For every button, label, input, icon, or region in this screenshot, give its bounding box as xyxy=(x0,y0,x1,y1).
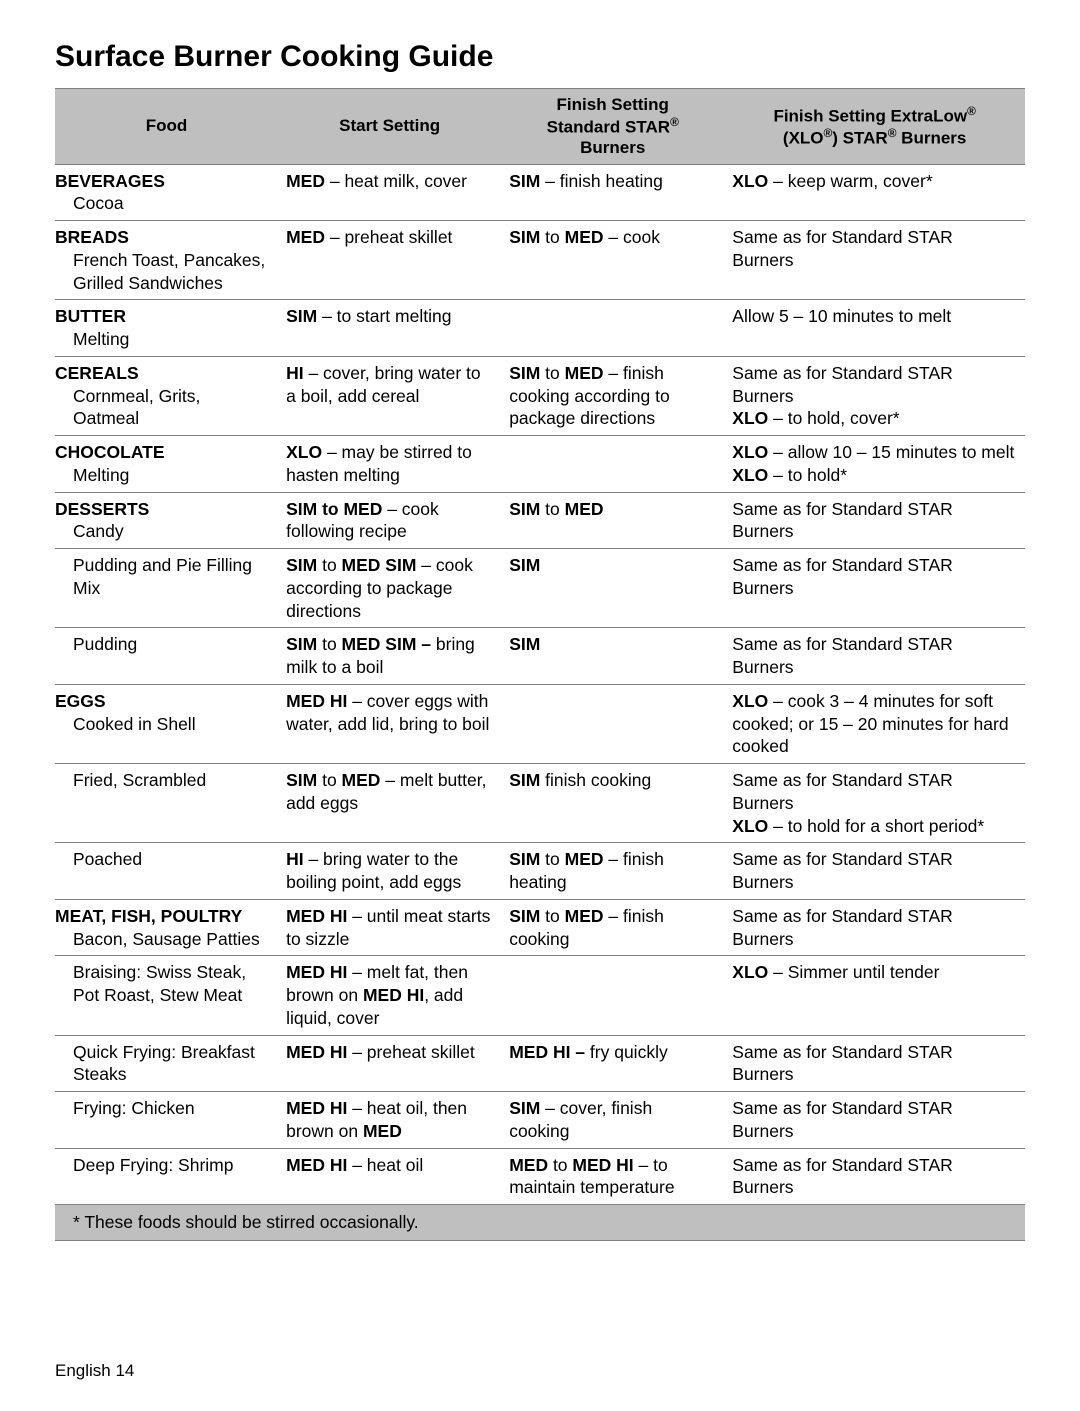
cell-finish-standard: SIM to MED – finish heating xyxy=(501,843,724,900)
cell-food: CEREALSCornmeal, Grits, Oatmeal xyxy=(55,356,278,435)
col-finish-standard: Finish Setting Standard STAR® Burners xyxy=(501,89,724,165)
table-row: DESSERTSCandySIM to MED – cook following… xyxy=(55,492,1025,549)
cell-finish-xlo: Allow 5 – 10 minutes to melt xyxy=(724,300,1025,357)
cell-food: DESSERTSCandy xyxy=(55,492,278,549)
cell-food: BEVERAGESCocoa xyxy=(55,164,278,221)
cell-start: MED HI – until meat starts to sizzle xyxy=(278,899,501,956)
cell-finish-xlo: Same as for Standard STAR Burners xyxy=(724,1148,1025,1205)
table-header-row: Food Start Setting Finish Setting Standa… xyxy=(55,89,1025,165)
col-food: Food xyxy=(55,89,278,165)
cell-food: Deep Frying: Shrimp xyxy=(55,1148,278,1205)
cell-start: SIM to MED SIM – cook according to packa… xyxy=(278,549,501,628)
col-start: Start Setting xyxy=(278,89,501,165)
cell-food: Frying: Chicken xyxy=(55,1092,278,1149)
table-row: BUTTERMeltingSIM – to start melting Allow… xyxy=(55,300,1025,357)
cell-start: SIM to MED – cook following recipe xyxy=(278,492,501,549)
table-row: PoachedHI – bring water to the boiling p… xyxy=(55,843,1025,900)
cell-finish-xlo: Same as for Standard STAR Burners xyxy=(724,221,1025,300)
cell-food: MEAT, FISH, POULTRYBacon, Sausage Pattie… xyxy=(55,899,278,956)
cell-finish-xlo: XLO – keep warm, cover* xyxy=(724,164,1025,221)
cell-finish-standard: SIM finish cooking xyxy=(501,764,724,843)
table-row: BREADSFrench Toast, Pancakes, Grilled Sa… xyxy=(55,221,1025,300)
cell-finish-standard: SIM to MED – finish cooking xyxy=(501,899,724,956)
cell-start: MED HI – heat oil xyxy=(278,1148,501,1205)
cell-finish-xlo: Same as for Standard STAR BurnersXLO – t… xyxy=(724,764,1025,843)
page-title: Surface Burner Cooking Guide xyxy=(55,40,1025,74)
cell-food: Poached xyxy=(55,843,278,900)
col-finish-xlo: Finish Setting ExtraLow® (XLO®) STAR® Bu… xyxy=(724,89,1025,165)
cell-food: CHOCOLATEMelting xyxy=(55,436,278,493)
cell-start: SIM – to start melting xyxy=(278,300,501,357)
cell-finish-standard: MED to MED HI – to maintain temperature xyxy=(501,1148,724,1205)
cell-start: MED HI – heat oil, then brown on MED xyxy=(278,1092,501,1149)
cell-start: XLO – may be stirred to hasten melting xyxy=(278,436,501,493)
cooking-guide-table: Food Start Setting Finish Setting Standa… xyxy=(55,88,1025,1241)
cell-food: BREADSFrench Toast, Pancakes, Grilled Sa… xyxy=(55,221,278,300)
cell-food: BUTTERMelting xyxy=(55,300,278,357)
cell-finish-standard: SIM to MED – finish cooking according to… xyxy=(501,356,724,435)
cell-finish-standard: SIM – finish heating xyxy=(501,164,724,221)
cell-finish-standard: SIM xyxy=(501,628,724,685)
cell-finish-standard: MED HI – fry quickly xyxy=(501,1035,724,1092)
cell-finish-standard xyxy=(501,956,724,1035)
table-row: Fried, ScrambledSIM to MED – melt butter… xyxy=(55,764,1025,843)
cell-food: Quick Frying: Breakfast Steaks xyxy=(55,1035,278,1092)
cell-finish-standard: SIM to MED xyxy=(501,492,724,549)
table-footnote: * These foods should be stirred occasion… xyxy=(55,1205,1025,1241)
cell-finish-standard xyxy=(501,300,724,357)
table-row: Frying: ChickenMED HI – heat oil, then b… xyxy=(55,1092,1025,1149)
table-row: MEAT, FISH, POULTRYBacon, Sausage Pattie… xyxy=(55,899,1025,956)
table-row: EGGSCooked in ShellMED HI – cover eggs w… xyxy=(55,684,1025,763)
cell-finish-xlo: Same as for Standard STAR Burners xyxy=(724,628,1025,685)
cell-finish-xlo: Same as for Standard STAR Burners xyxy=(724,1035,1025,1092)
cell-finish-xlo: XLO – cook 3 – 4 minutes for soft cooked… xyxy=(724,684,1025,763)
table-footnote-row: * These foods should be stirred occasion… xyxy=(55,1205,1025,1241)
cell-finish-standard: SIM xyxy=(501,549,724,628)
cell-start: HI – cover, bring water to a boil, add c… xyxy=(278,356,501,435)
cell-finish-xlo: XLO – Simmer until tender xyxy=(724,956,1025,1035)
cell-finish-standard: SIM to MED – cook xyxy=(501,221,724,300)
cell-start: SIM to MED SIM – bring milk to a boil xyxy=(278,628,501,685)
cell-food: Pudding and Pie Filling Mix xyxy=(55,549,278,628)
cell-finish-standard xyxy=(501,436,724,493)
table-row: BEVERAGESCocoaMED – heat milk, coverSIM … xyxy=(55,164,1025,221)
cell-finish-standard: SIM – cover, finish cooking xyxy=(501,1092,724,1149)
table-row: PuddingSIM to MED SIM – bring milk to a … xyxy=(55,628,1025,685)
cell-start: MED – preheat skillet xyxy=(278,221,501,300)
cell-food: Braising: Swiss Steak, Pot Roast, Stew M… xyxy=(55,956,278,1035)
table-row: Pudding and Pie Filling MixSIM to MED SI… xyxy=(55,549,1025,628)
cell-food: EGGSCooked in Shell xyxy=(55,684,278,763)
cell-start: MED HI – melt fat, then brown on MED HI,… xyxy=(278,956,501,1035)
cell-finish-xlo: Same as for Standard STAR Burners xyxy=(724,492,1025,549)
cell-finish-xlo: Same as for Standard STAR Burners xyxy=(724,549,1025,628)
cell-finish-xlo: XLO – allow 10 – 15 minutes to meltXLO –… xyxy=(724,436,1025,493)
page-footer: English 14 xyxy=(55,1361,1025,1381)
table-row: CHOCOLATEMeltingXLO – may be stirred to … xyxy=(55,436,1025,493)
cell-finish-xlo: Same as for Standard STAR Burners xyxy=(724,899,1025,956)
cell-finish-xlo: Same as for Standard STAR Burners xyxy=(724,843,1025,900)
cell-food: Fried, Scrambled xyxy=(55,764,278,843)
cell-finish-xlo: Same as for Standard STAR Burners xyxy=(724,1092,1025,1149)
cell-finish-xlo: Same as for Standard STAR BurnersXLO – t… xyxy=(724,356,1025,435)
cell-start: MED HI – preheat skillet xyxy=(278,1035,501,1092)
table-row: CEREALSCornmeal, Grits, OatmealHI – cove… xyxy=(55,356,1025,435)
table-row: Quick Frying: Breakfast SteaksMED HI – p… xyxy=(55,1035,1025,1092)
cell-food: Pudding xyxy=(55,628,278,685)
cell-start: MED – heat milk, cover xyxy=(278,164,501,221)
cell-start: MED HI – cover eggs with water, add lid,… xyxy=(278,684,501,763)
cell-start: HI – bring water to the boiling point, a… xyxy=(278,843,501,900)
cell-start: SIM to MED – melt butter, add eggs xyxy=(278,764,501,843)
table-row: Braising: Swiss Steak, Pot Roast, Stew M… xyxy=(55,956,1025,1035)
cell-finish-standard xyxy=(501,684,724,763)
table-row: Deep Frying: ShrimpMED HI – heat oilMED … xyxy=(55,1148,1025,1205)
